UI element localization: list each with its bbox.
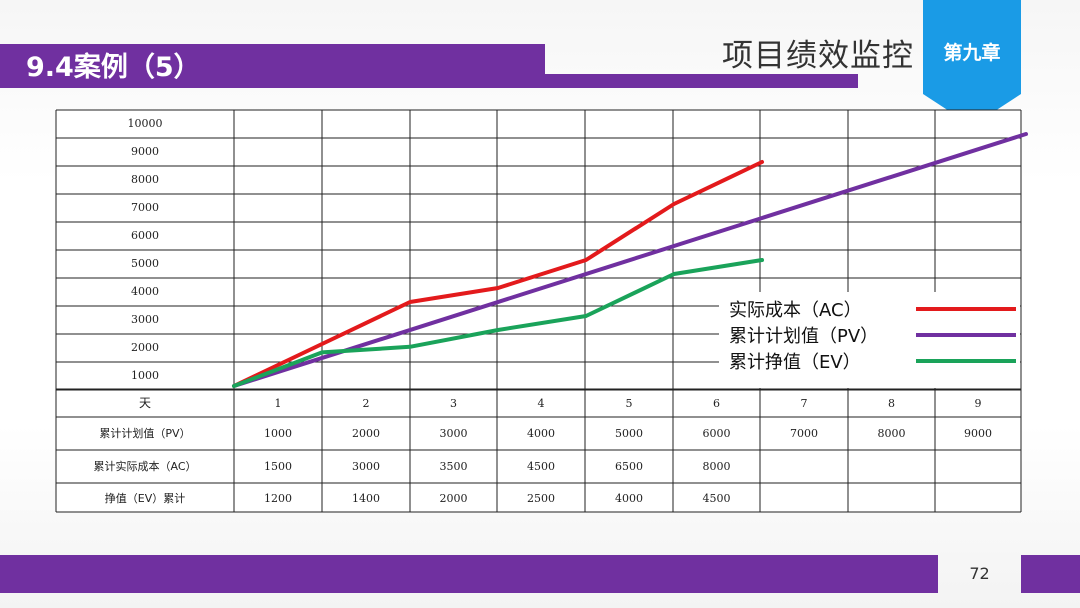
table-cell: 9000 [964,427,992,440]
y-tick-label: 5000 [131,257,159,270]
table-cell: 6500 [615,460,643,473]
page-number: 72 [969,564,990,583]
table-row-label: 挣值（EV）累计 [105,491,185,505]
series-line-ev [232,258,764,388]
y-tick-label: 4000 [131,285,159,298]
chapter-tag-shape [923,0,1021,126]
table-cell: 4500 [703,492,731,505]
x-tick-label: 1 [275,397,282,410]
slide-title: 9.4案例（5） [26,52,201,83]
x-tick-label: 7 [801,397,808,410]
footer-bar-right [1021,555,1080,593]
footer-bar [0,555,938,593]
x-tick-label: 5 [626,397,633,410]
chapter-heading: 项目绩效监控 [722,38,914,74]
y-tick-label: 10000 [128,117,163,130]
y-tick-label: 3000 [131,313,159,326]
table-cell: 4000 [527,427,555,440]
y-tick-label: 8000 [131,173,159,186]
legend-swatch-ac [916,307,1016,311]
y-tick-label: 1000 [131,369,159,382]
x-tick-label: 9 [975,397,982,410]
table-cell: 3000 [352,460,380,473]
table-cell: 6000 [703,427,731,440]
x-tick-label: 3 [450,397,457,410]
title-bar [0,44,545,88]
table-row-label: 累计实际成本（AC） [93,459,196,473]
x-tick-label: 4 [538,397,545,410]
series-line-pv [232,132,1028,388]
x-axis-label: 天 [139,396,151,410]
legend-swatch-pv [916,333,1016,337]
table-cell: 7000 [790,427,818,440]
table-cell: 2000 [352,427,380,440]
table-cell: 2500 [527,492,555,505]
legend-label-pv: 累计计划值（PV） [729,326,879,347]
y-tick-label: 2000 [131,341,159,354]
x-tick-label: 8 [888,397,895,410]
chapter-tag-label: 第九章 [943,42,1001,64]
table-cell: 8000 [878,427,906,440]
table-cell: 4000 [615,492,643,505]
legend-swatch-ev [916,359,1016,363]
x-tick-label: 6 [713,397,720,410]
legend-label-ev: 累计挣值（EV） [729,352,861,373]
table-cell: 1200 [264,492,292,505]
table-cell: 8000 [703,460,731,473]
title-underline-bar [545,74,858,88]
series-line-ac [232,160,764,388]
table-cell: 5000 [615,427,643,440]
y-tick-label: 9000 [131,145,159,158]
table-cell: 1400 [352,492,380,505]
table-cell: 1000 [264,427,292,440]
table-cell: 2000 [440,492,468,505]
table-cell: 4500 [527,460,555,473]
table-row-label: 累计计划值（PV） [99,427,190,440]
chart-legend: 实际成本（AC） 累计计划值（PV） 累计挣值（EV） [719,292,1020,388]
y-tick-label: 7000 [131,201,159,214]
table-cell: 3000 [440,427,468,440]
legend-label-ac: 实际成本（AC） [729,300,862,321]
table-cell: 3500 [440,460,468,473]
x-tick-label: 2 [363,397,370,410]
y-tick-label: 6000 [131,229,159,242]
table-cell: 1500 [264,460,292,473]
